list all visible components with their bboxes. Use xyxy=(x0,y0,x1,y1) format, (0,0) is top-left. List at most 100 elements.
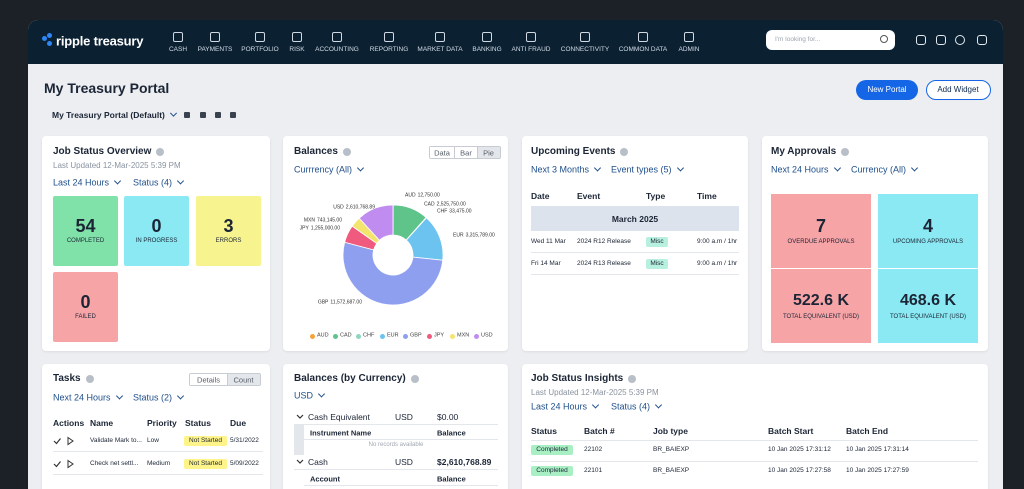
legend-swatch[interactable] xyxy=(449,333,455,339)
nav-item[interactable]: MARKET DATA xyxy=(417,45,463,53)
view-tab[interactable] xyxy=(477,147,500,158)
approval-tile[interactable] xyxy=(878,194,978,268)
nav-item[interactable]: PAYMENTS xyxy=(197,45,233,53)
group-header[interactable] xyxy=(294,409,498,425)
status-tile[interactable] xyxy=(124,196,189,266)
nav-item[interactable]: RISK xyxy=(289,45,305,53)
toolbar-icon[interactable] xyxy=(184,112,190,118)
tab-label[interactable]: Details xyxy=(197,374,220,384)
info-icon[interactable] xyxy=(156,148,165,156)
task-row[interactable] xyxy=(53,430,263,452)
nav-item[interactable]: BANKING xyxy=(472,45,502,53)
tile-count[interactable]: 0 xyxy=(80,292,91,312)
legend-label[interactable]: CHF xyxy=(363,332,375,339)
tile-count[interactable]: 54 xyxy=(75,216,96,236)
filter-dropdown[interactable]: Next 24 Hours xyxy=(771,165,840,175)
legend-swatch[interactable] xyxy=(473,333,479,339)
legend-label[interactable]: MXN xyxy=(457,332,470,339)
nav-item[interactable]: ACCOUNTING xyxy=(315,45,359,53)
legend-label[interactable]: AUD xyxy=(317,332,329,339)
legend-swatch[interactable] xyxy=(426,333,432,339)
tile-count[interactable]: 3 xyxy=(223,216,234,236)
filter-dropdown[interactable]: Status (2) xyxy=(133,393,183,403)
filter-dropdown[interactable]: Next 24 Hours xyxy=(53,393,122,403)
task-row[interactable] xyxy=(53,453,263,475)
tile-label[interactable]: ERRORS xyxy=(215,238,242,244)
view-tab[interactable] xyxy=(454,147,478,158)
approval-value[interactable]: 7 xyxy=(815,216,827,236)
help-icon[interactable] xyxy=(955,35,965,45)
approval-value[interactable]: 468.6 K xyxy=(899,292,957,309)
event-row[interactable]: Fri 14 Mar 2024 R13 Release 9:00 a.m / 1hr xyxy=(531,253,739,275)
new-portal-button[interactable] xyxy=(856,80,918,100)
info-icon[interactable] xyxy=(628,375,637,383)
nav-item[interactable]: COMMON DATA xyxy=(618,45,668,53)
filter-dropdown[interactable]: Status (4) xyxy=(133,178,183,188)
search-placeholder[interactable]: I'm looking for... xyxy=(775,35,821,43)
legend-label[interactable]: GBP xyxy=(410,332,422,339)
status-tile[interactable] xyxy=(53,196,118,266)
nav-item[interactable]: CASH xyxy=(168,45,188,53)
star-icon[interactable] xyxy=(936,35,946,45)
tile-label[interactable]: COMPLETED xyxy=(66,238,105,244)
nav-item[interactable]: ANTI FRAUD xyxy=(511,45,551,53)
legend-swatch[interactable] xyxy=(355,333,361,339)
info-icon[interactable] xyxy=(841,148,850,156)
legend-label[interactable]: USD xyxy=(481,332,493,339)
button-label[interactable]: New Portal xyxy=(867,85,907,94)
legend-label[interactable]: JPY xyxy=(434,332,445,339)
nav-item[interactable]: REPORTING xyxy=(369,45,409,53)
button-label[interactable]: Add Widget xyxy=(937,85,979,94)
bell-icon[interactable] xyxy=(977,35,987,45)
legend-label[interactable]: EUR xyxy=(387,332,399,339)
view-tab[interactable] xyxy=(430,147,454,158)
toolbar-icon[interactable] xyxy=(230,112,236,118)
nav-item[interactable]: CONNECTIVITY xyxy=(560,45,610,53)
filter-dropdown[interactable]: Currency (All) xyxy=(851,165,917,175)
tab-label[interactable]: Data xyxy=(434,147,450,157)
approval-tile[interactable] xyxy=(771,269,871,343)
filter-dropdown[interactable]: Status (4) xyxy=(611,402,661,412)
filter-dropdown[interactable]: Event types (5) xyxy=(611,165,683,175)
approval-label[interactable]: UPCOMING APPROVALS xyxy=(892,239,964,245)
filter-dropdown[interactable]: Last 24 Hours xyxy=(53,178,120,188)
info-icon[interactable] xyxy=(620,148,629,156)
status-tile[interactable] xyxy=(196,196,261,266)
info-icon[interactable] xyxy=(342,148,351,156)
tile-count[interactable]: 0 xyxy=(151,216,162,236)
tile-label[interactable]: FAILED xyxy=(75,314,96,320)
legend-swatch[interactable] xyxy=(379,333,385,339)
search-box[interactable] xyxy=(766,30,895,50)
nav-item[interactable]: PORTFOLIO xyxy=(241,45,279,53)
info-icon[interactable] xyxy=(85,375,94,383)
legend-swatch[interactable] xyxy=(332,333,338,339)
nav-item[interactable]: ADMIN xyxy=(678,45,700,53)
tile-label[interactable]: IN PROGRESS xyxy=(135,238,178,244)
info-icon[interactable] xyxy=(410,375,419,383)
group-header[interactable] xyxy=(294,454,498,470)
status-tile[interactable] xyxy=(53,272,118,342)
view-tab[interactable] xyxy=(227,374,260,385)
toolbar-icon[interactable] xyxy=(215,112,221,118)
filter-dropdown[interactable]: Currrency (All) xyxy=(294,165,363,175)
portal-selector[interactable]: My Treasury Portal (Default) xyxy=(52,111,176,120)
approval-tile[interactable] xyxy=(878,269,978,343)
approval-label[interactable]: OVERDUE APPROVALS xyxy=(787,239,855,245)
event-row[interactable]: Wed 11 Mar 2024 R12 Release 9:00 a.m / 1hr xyxy=(531,231,739,253)
job-row[interactable] xyxy=(531,440,978,460)
tab-label[interactable]: Pie xyxy=(483,147,494,157)
tab-label[interactable]: Bar xyxy=(460,147,472,157)
legend-label[interactable]: CAD xyxy=(340,332,352,339)
add-widget-button[interactable] xyxy=(926,80,991,100)
approval-value[interactable]: 4 xyxy=(922,216,934,236)
legend-swatch[interactable] xyxy=(309,333,315,339)
filter-dropdown[interactable]: USD xyxy=(294,391,324,401)
user-icon[interactable] xyxy=(916,35,926,45)
view-tab[interactable] xyxy=(190,374,227,385)
approval-label[interactable]: TOTAL EQUIVALENT (USD) xyxy=(889,314,967,320)
approval-value[interactable]: 522.6 K xyxy=(792,292,850,309)
approval-tile[interactable] xyxy=(771,194,871,268)
tab-label[interactable]: Count xyxy=(233,374,254,384)
job-row[interactable] xyxy=(531,461,978,481)
approval-label[interactable]: TOTAL EQUIVALENT (USD) xyxy=(782,314,860,320)
